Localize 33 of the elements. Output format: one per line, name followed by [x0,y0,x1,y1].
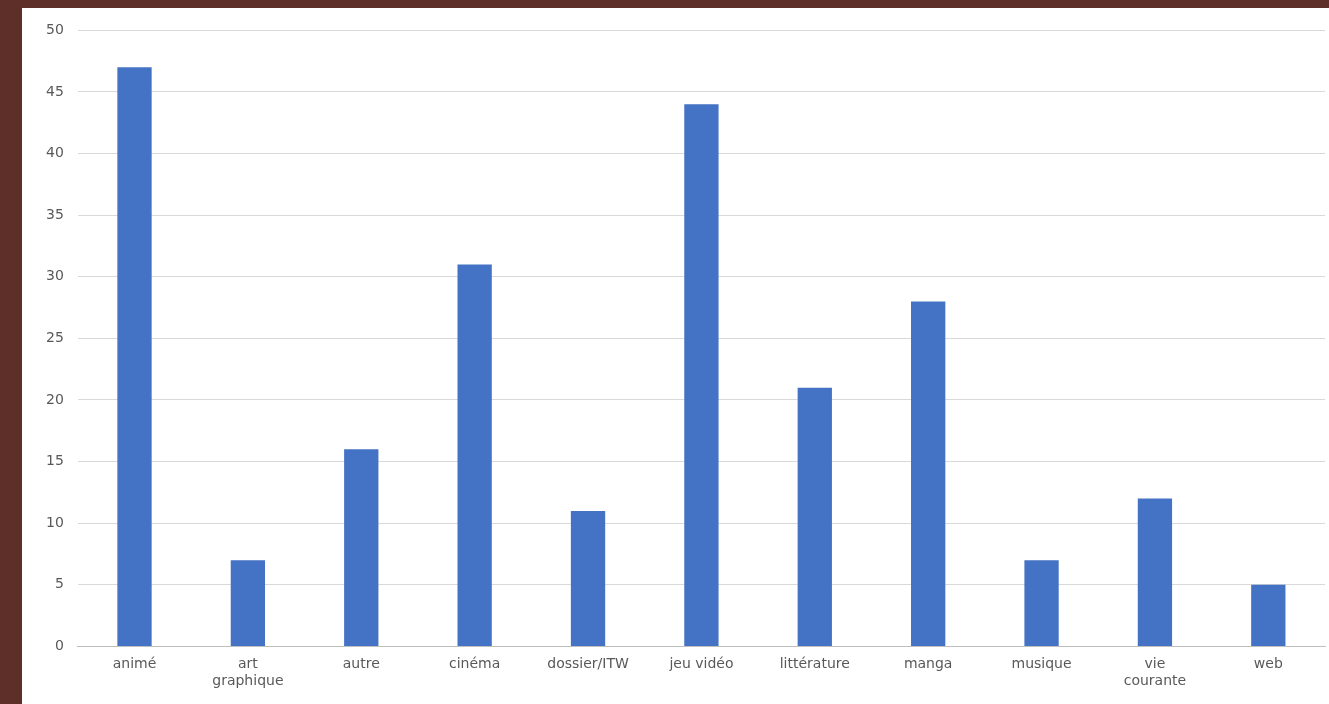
bar [911,301,946,646]
y-tick-label: 0 [54,637,64,654]
x-tick-label: vie courante [1123,655,1187,689]
y-tick-label: 20 [45,390,64,407]
y-tick-label: 50 [45,21,64,38]
bar [457,264,492,646]
y-tick-label: 35 [45,205,64,222]
y-tick-label: 30 [45,267,64,284]
x-tick-label: web [1253,655,1283,672]
bar [344,449,379,646]
bar [684,104,719,646]
y-tick-label: 45 [45,82,64,99]
y-tick-label: 10 [45,513,64,530]
bar [1024,560,1059,646]
x-tick-label: dossier/ITW [547,655,629,672]
y-tick-label: 5 [54,575,64,592]
bar [1251,584,1286,646]
x-tick-label: cinéma [449,655,501,672]
x-tick-label: autre [342,655,380,672]
x-tick-label: jeu vidéo [668,655,734,672]
bar [570,510,606,646]
bar [117,67,152,646]
y-tick-label: 15 [45,452,64,469]
bar [797,387,832,646]
bar [230,560,266,646]
y-tick-label: 40 [45,144,64,161]
y-tick-label: 25 [45,329,64,346]
x-tick-label: musique [1011,655,1072,672]
x-tick-label: art graphique [212,655,284,689]
x-tick-label: animé [112,655,157,672]
x-tick-label: littérature [779,655,850,672]
x-tick-label: manga [903,655,953,672]
bar [1137,498,1173,646]
